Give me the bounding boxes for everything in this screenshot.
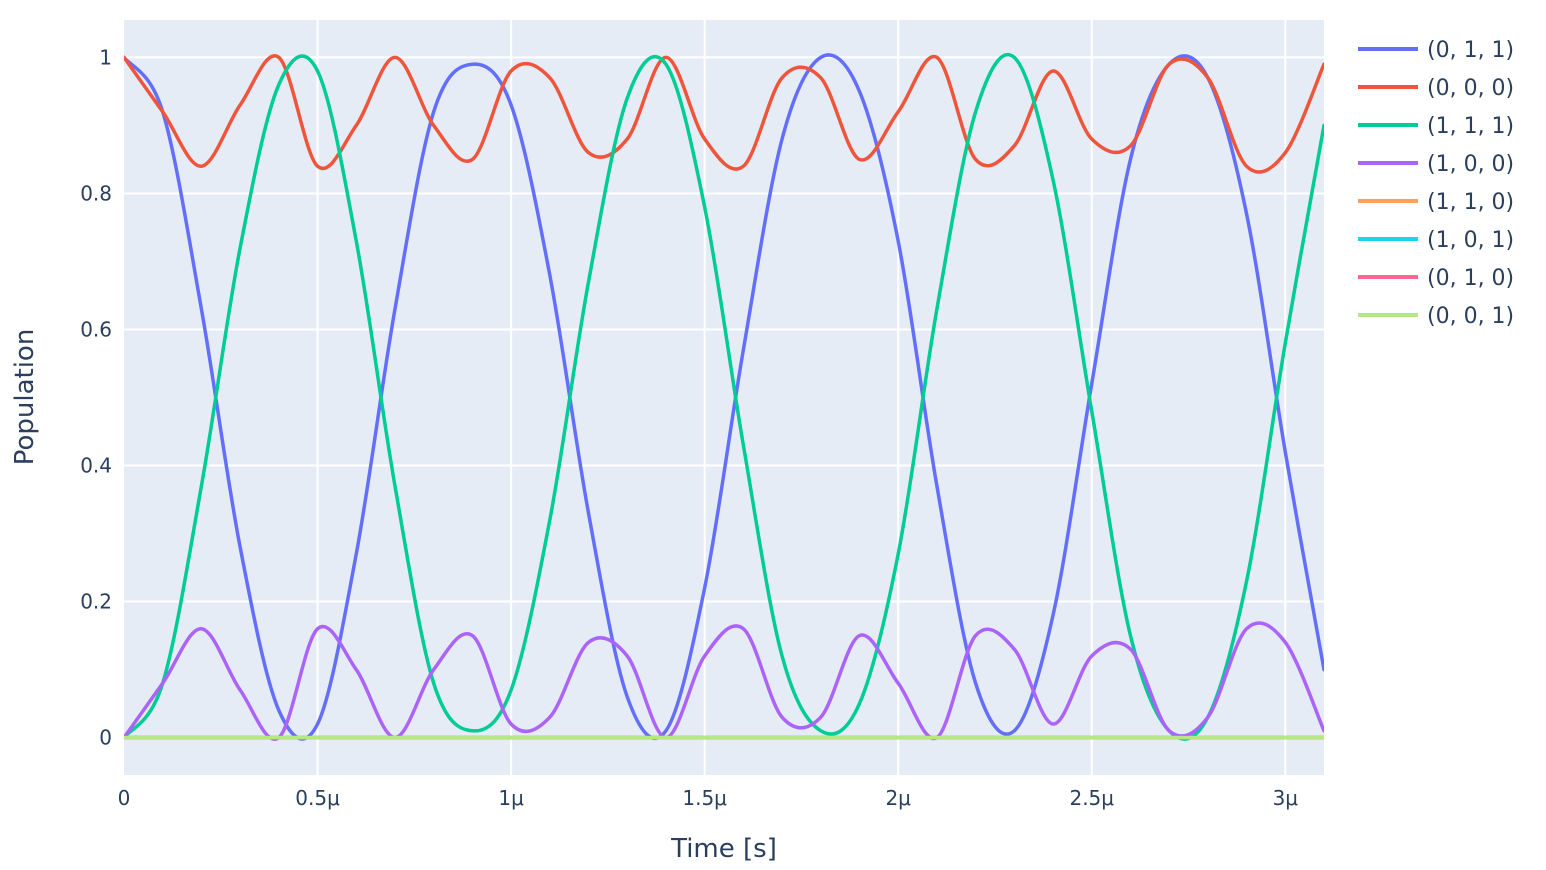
legend-label: (0, 1, 1) [1427, 38, 1514, 63]
x-tick-label: 2.5μ [1069, 786, 1114, 810]
y-tick-label: 1 [99, 45, 112, 69]
legend-item[interactable]: (1, 1, 0) [1358, 190, 1514, 215]
legend-item[interactable]: (0, 0, 1) [1358, 304, 1514, 329]
x-tick-label: 1μ [498, 786, 524, 810]
legend-item[interactable]: (1, 0, 0) [1358, 152, 1514, 177]
x-axis-title: Time [s] [670, 834, 777, 864]
legend-label: (0, 0, 0) [1427, 76, 1514, 101]
legend-item[interactable]: (0, 1, 0) [1358, 266, 1514, 291]
y-axis-title: Population [10, 329, 40, 466]
legend-item[interactable]: (0, 1, 1) [1358, 38, 1514, 63]
x-tick-label: 0 [118, 786, 131, 810]
series-line-0[interactable] [124, 53, 1324, 741]
legend-label: (1, 0, 0) [1427, 152, 1514, 177]
y-tick-label: 0.2 [80, 590, 112, 614]
series-line-1[interactable] [124, 54, 1324, 174]
y-tick-label: 0.8 [80, 181, 112, 205]
y-tick-label: 0 [99, 726, 112, 750]
y-tick-label: 0.4 [80, 454, 112, 478]
x-tick-label: 2μ [885, 786, 911, 810]
legend-label: (1, 1, 1) [1427, 114, 1514, 139]
series-lines [124, 52, 1324, 741]
x-tick-label: 1.5μ [682, 786, 727, 810]
legend-label: (1, 0, 1) [1427, 228, 1514, 253]
x-axis-ticks: 0 0.5μ 1μ 1.5μ 2μ 2.5μ 3μ [118, 786, 1299, 810]
legend-item[interactable]: (0, 0, 0) [1358, 76, 1514, 101]
legend-label: (0, 0, 1) [1427, 304, 1514, 329]
legend[interactable]: (0, 1, 1) (0, 0, 0) (1, 1, 1) (1, 0, 0) (1, … [1358, 38, 1514, 329]
legend-item[interactable]: (1, 1, 1) [1358, 114, 1514, 139]
legend-item[interactable]: (1, 0, 1) [1358, 228, 1514, 253]
x-tick-label: 3μ [1273, 786, 1299, 810]
legend-label: (1, 1, 0) [1427, 190, 1514, 215]
plot-background [124, 20, 1324, 775]
y-tick-label: 0.6 [80, 317, 112, 341]
x-tick-label: 0.5μ [295, 786, 340, 810]
series-line-3[interactable] [124, 621, 1324, 741]
legend-label: (0, 1, 0) [1427, 266, 1514, 291]
series-line-2[interactable] [124, 52, 1324, 741]
y-axis-ticks: 0 0.2 0.4 0.6 0.8 1 [80, 45, 112, 749]
